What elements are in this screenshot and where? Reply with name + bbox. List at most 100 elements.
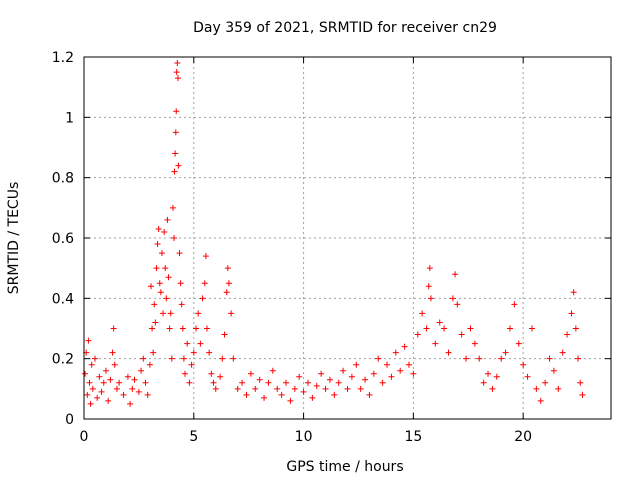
data-point	[283, 379, 290, 386]
data-point	[405, 361, 412, 368]
data-point	[441, 325, 448, 332]
data-point	[111, 361, 118, 368]
data-point	[234, 385, 241, 392]
data-point	[239, 379, 246, 386]
y-tick-label: 0.2	[52, 352, 74, 368]
data-point	[105, 397, 112, 404]
data-point	[458, 331, 465, 338]
data-points	[82, 60, 586, 407]
x-tick-label: 5	[189, 429, 198, 445]
data-point	[88, 361, 95, 368]
data-point	[160, 310, 167, 317]
data-point	[370, 370, 377, 377]
data-point	[252, 385, 259, 392]
data-point	[162, 265, 169, 272]
data-point	[291, 385, 298, 392]
data-point	[425, 283, 432, 290]
data-point	[401, 343, 408, 350]
data-point	[579, 391, 586, 398]
data-point	[506, 325, 513, 332]
data-point	[432, 340, 439, 347]
data-point	[449, 295, 456, 302]
data-point	[154, 241, 161, 248]
data-point	[87, 400, 94, 407]
data-point	[528, 325, 535, 332]
data-point	[91, 355, 98, 362]
data-point	[335, 379, 342, 386]
data-point	[467, 325, 474, 332]
data-point	[366, 391, 373, 398]
data-point	[357, 385, 364, 392]
data-point	[110, 325, 117, 332]
data-point	[353, 361, 360, 368]
data-point	[142, 379, 149, 386]
data-point	[172, 129, 179, 136]
data-point	[124, 373, 131, 380]
data-point	[489, 385, 496, 392]
data-point	[384, 361, 391, 368]
data-point	[164, 216, 171, 223]
data-point	[100, 379, 107, 386]
data-point	[471, 340, 478, 347]
data-point	[537, 397, 544, 404]
data-point	[89, 385, 96, 392]
data-point	[392, 349, 399, 356]
data-point	[135, 388, 142, 395]
data-point	[102, 367, 109, 374]
data-point	[274, 385, 281, 392]
x-axis-label: GPS time / hours	[286, 459, 403, 475]
data-point	[388, 373, 395, 380]
x-tick-label: 0	[80, 429, 89, 445]
data-point	[199, 295, 206, 302]
data-point	[375, 355, 382, 362]
data-point	[397, 367, 404, 374]
data-point	[261, 394, 268, 401]
data-point	[146, 361, 153, 368]
data-point	[247, 370, 254, 377]
data-point	[575, 355, 582, 362]
data-point	[155, 225, 162, 232]
data-point	[116, 379, 123, 386]
data-point	[144, 391, 151, 398]
data-point	[173, 108, 180, 115]
y-tick-label: 1	[65, 110, 74, 126]
data-point	[221, 331, 228, 338]
data-point	[85, 337, 92, 344]
data-point	[223, 289, 230, 296]
data-point	[559, 349, 566, 356]
data-point	[419, 310, 426, 317]
data-point	[452, 271, 459, 278]
data-point	[243, 391, 250, 398]
data-point	[165, 274, 172, 281]
data-point	[436, 319, 443, 326]
x-tick-label: 20	[514, 429, 532, 445]
data-point	[84, 391, 91, 398]
data-point	[174, 75, 181, 82]
data-point	[225, 280, 232, 287]
data-point	[480, 379, 487, 386]
data-point	[175, 162, 182, 169]
data-point	[166, 325, 173, 332]
data-point	[161, 228, 168, 235]
data-point	[568, 310, 575, 317]
data-point	[174, 60, 181, 67]
data-point	[94, 394, 101, 401]
data-point	[502, 349, 509, 356]
data-point	[172, 150, 179, 157]
data-point	[173, 69, 180, 76]
data-point	[153, 265, 160, 272]
data-point	[313, 382, 320, 389]
data-point	[129, 385, 136, 392]
data-point	[533, 385, 540, 392]
data-point	[210, 379, 217, 386]
data-point	[201, 280, 208, 287]
data-point	[224, 265, 231, 272]
data-point	[171, 168, 178, 175]
data-point	[318, 370, 325, 377]
data-point	[414, 331, 421, 338]
data-point	[278, 391, 285, 398]
data-point	[158, 250, 165, 257]
data-point	[410, 370, 417, 377]
data-point	[423, 325, 430, 332]
y-tick-label: 1.2	[52, 50, 74, 66]
